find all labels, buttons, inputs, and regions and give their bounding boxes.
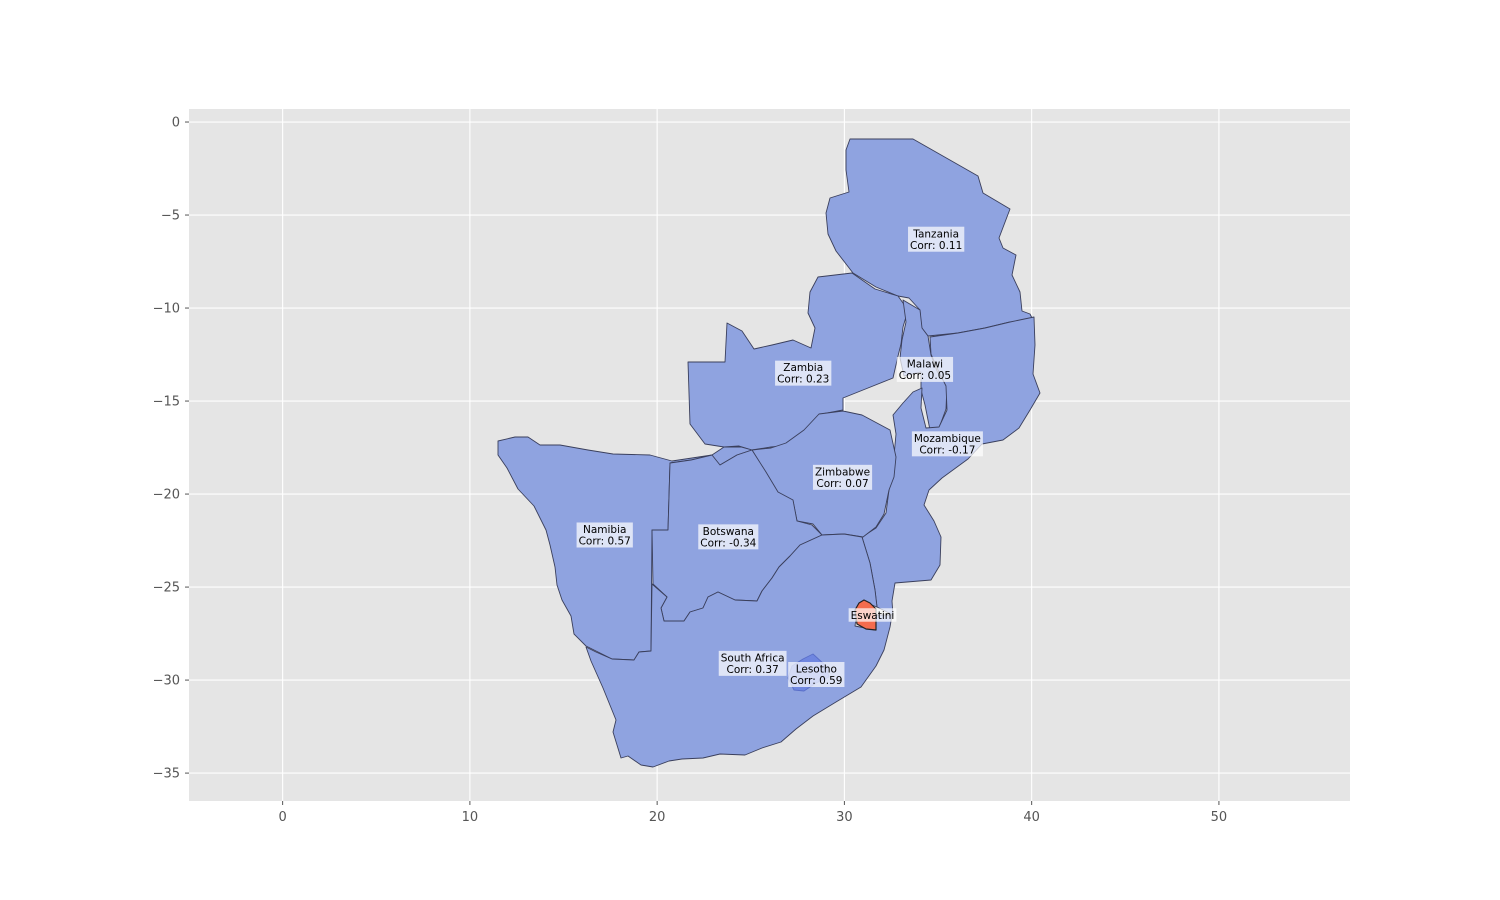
label-box	[908, 226, 965, 252]
region-name: Tanzania	[912, 228, 959, 240]
region-corr: Corr: -0.34	[700, 537, 756, 549]
label-box	[775, 360, 832, 386]
x-tick-label: 0	[278, 810, 286, 825]
region-name: Eswatini	[851, 610, 895, 622]
region-corr: Corr: 0.59	[790, 675, 842, 687]
region-name: Malawi	[907, 358, 943, 370]
label-box	[896, 356, 954, 382]
label-box	[718, 650, 787, 676]
region-corr: Corr: 0.05	[899, 370, 951, 382]
region-name: Lesotho	[796, 664, 837, 676]
y-tick-label: −20	[153, 488, 180, 503]
x-tick-label: 20	[649, 810, 666, 825]
region-name: Zimbabwe	[815, 466, 870, 478]
label-box	[698, 524, 759, 550]
label-box	[576, 522, 633, 548]
y-tick-label: −30	[153, 674, 180, 689]
region-name: Mozambique	[914, 433, 981, 445]
region-corr: Corr: 0.37	[727, 664, 779, 676]
y-tick-label: −15	[153, 395, 180, 410]
label-box	[848, 608, 897, 622]
region-corr: Corr: 0.23	[777, 374, 829, 386]
region-name: Zambia	[783, 362, 823, 374]
region-corr: Corr: -0.17	[919, 444, 975, 456]
y-tick-label: −25	[153, 581, 180, 596]
label-box	[911, 431, 983, 457]
label-box	[812, 464, 873, 490]
x-tick-label: 40	[1023, 810, 1040, 825]
y-tick-label: −10	[153, 302, 180, 317]
region-corr: Corr: 0.07	[816, 478, 868, 490]
region-label: Eswatini	[848, 608, 897, 622]
x-tick-label: 30	[836, 810, 853, 825]
region-corr: Corr: 0.11	[910, 240, 962, 252]
y-axis: 0 −5 −10 −15 −20 −25 −30 −35	[153, 116, 189, 782]
label-box	[788, 662, 845, 688]
x-axis: 0 10 20 30 40 50	[278, 801, 1227, 825]
x-tick-label: 10	[462, 810, 479, 825]
y-tick-label: 0	[172, 116, 180, 131]
x-tick-label: 50	[1211, 810, 1228, 825]
region-name: Botswana	[703, 526, 754, 538]
region-name: Namibia	[583, 524, 626, 536]
region-name: South Africa	[721, 652, 785, 664]
region-corr: Corr: 0.57	[579, 536, 631, 548]
y-tick-label: −35	[153, 767, 180, 782]
y-tick-label: −5	[161, 209, 180, 224]
